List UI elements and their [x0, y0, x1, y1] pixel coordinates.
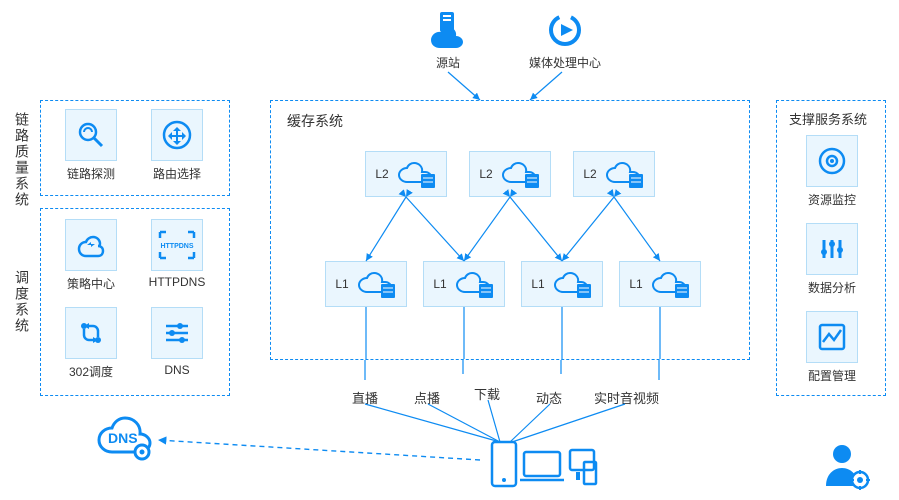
l1-label: L1: [433, 277, 446, 291]
cache-l2-node: L2: [573, 151, 655, 197]
origin-label: 源站: [418, 54, 478, 71]
302-box: 302调度: [59, 307, 123, 380]
cache-l1-node: L1: [521, 261, 603, 307]
svc-live: 直播: [352, 388, 378, 407]
svc-rtc: 实时音视频: [594, 388, 659, 407]
302-label: 302调度: [59, 363, 123, 380]
svc-download: 下载: [474, 384, 500, 403]
config-icon: [815, 320, 849, 354]
cache-l1-node: L1: [423, 261, 505, 307]
httpdns-label: HTTPDNS: [145, 275, 209, 289]
cloud-db-icon: [553, 268, 593, 300]
monitor-box: 资源监控: [800, 135, 864, 208]
dns-box: DNS: [145, 307, 209, 377]
user-gear-icon: [820, 440, 872, 492]
l2-label: L2: [479, 167, 492, 181]
dns-cloud: DNS: [96, 412, 158, 465]
schedule-vlabel: 调度系统: [12, 270, 32, 334]
policy-box: 策略中心: [59, 219, 123, 292]
svc-dynamic: 动态: [536, 388, 562, 407]
l2-label: L2: [583, 167, 596, 181]
cloud-db-icon: [501, 158, 541, 190]
link-quality-vlabel: 链路质量系统: [12, 112, 32, 208]
cache-connectors: [271, 101, 751, 361]
cache-panel: 缓存系统 L2 L2 L2 L1 L1 L1 L1: [270, 100, 750, 360]
route-box: 路由选择: [145, 109, 209, 182]
cache-l2-node: L2: [469, 151, 551, 197]
route-icon: [160, 118, 194, 152]
dns-cloud-label: DNS: [108, 430, 138, 446]
config-label: 配置管理: [800, 367, 864, 384]
user-gear: [820, 440, 872, 495]
media-label: 媒体处理中心: [520, 54, 610, 71]
cloud-server-icon: [426, 8, 470, 52]
l1-label: L1: [531, 277, 544, 291]
l1-label: L1: [335, 277, 348, 291]
l1-label: L1: [629, 277, 642, 291]
probe-label: 链路探测: [59, 165, 123, 182]
cache-l1-node: L1: [619, 261, 701, 307]
media-center: 媒体处理中心: [520, 8, 610, 71]
probe-icon: [74, 118, 108, 152]
support-panel: 支撑服务系统 资源监控 数据分析 配置管理: [776, 100, 886, 396]
cache-l1-node: L1: [325, 261, 407, 307]
schedule-panel: 策略中心 HTTPDNS HTTPDNS 302调度 DNS: [40, 208, 230, 396]
analytics-icon: [815, 232, 849, 266]
devices-icon: [490, 438, 600, 492]
policy-icon: [74, 228, 108, 262]
dns-icon: [160, 316, 194, 350]
monitor-icon: [815, 144, 849, 178]
route-label: 路由选择: [145, 165, 209, 182]
cloud-db-icon: [455, 268, 495, 300]
svg-text:HTTPDNS: HTTPDNS: [160, 243, 193, 250]
httpdns-box: HTTPDNS HTTPDNS: [145, 219, 209, 289]
support-title: 支撑服务系统: [789, 109, 867, 128]
l2-label: L2: [375, 167, 388, 181]
analytics-label: 数据分析: [800, 279, 864, 296]
origin-station: 源站: [418, 8, 478, 71]
dns-label: DNS: [145, 363, 209, 377]
policy-label: 策略中心: [59, 275, 123, 292]
cloud-db-icon: [651, 268, 691, 300]
monitor-label: 资源监控: [800, 191, 864, 208]
media-process-icon: [543, 8, 587, 52]
config-box: 配置管理: [800, 311, 864, 384]
link-quality-panel: 链路探测 路由选择: [40, 100, 230, 196]
cloud-db-icon: [397, 158, 437, 190]
svc-vod: 点播: [414, 388, 440, 407]
cache-l2-node: L2: [365, 151, 447, 197]
302-icon: [74, 316, 108, 350]
probe-box: 链路探测: [59, 109, 123, 182]
devices: [490, 438, 600, 495]
httpdns-icon: HTTPDNS: [158, 230, 196, 260]
cloud-db-icon: [357, 268, 397, 300]
analytics-box: 数据分析: [800, 223, 864, 296]
cache-title: 缓存系统: [287, 111, 343, 131]
cloud-db-icon: [605, 158, 645, 190]
